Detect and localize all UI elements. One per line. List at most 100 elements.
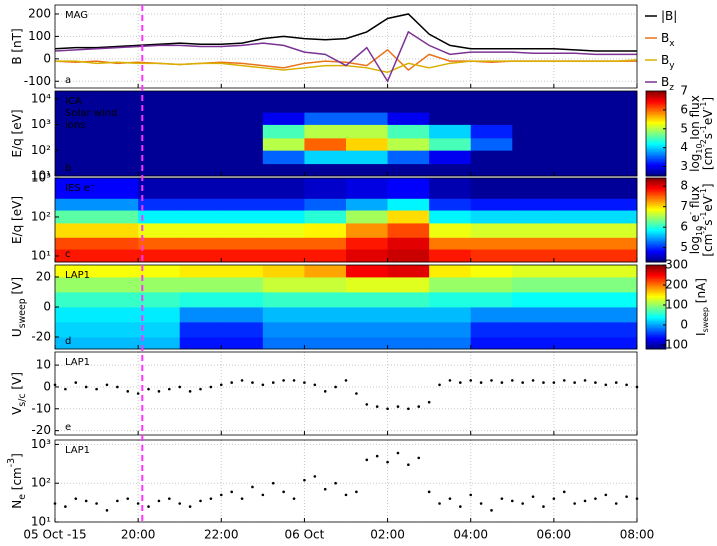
heatmap-cell	[221, 112, 264, 125]
heatmap-cell	[346, 249, 388, 263]
heatmap-cell	[512, 124, 555, 139]
scatter-point	[313, 383, 317, 387]
panel-letter: b	[65, 163, 71, 174]
heatmap-cell	[429, 210, 472, 224]
heatmap-cell	[346, 237, 388, 250]
heatmap-cell	[179, 237, 222, 250]
colorbar-step	[646, 277, 666, 280]
label-part: I	[694, 332, 708, 336]
heatmap-cell	[96, 150, 139, 165]
y-tick-label: 10⁴	[31, 91, 51, 105]
colorbar-step	[646, 347, 666, 350]
label-part: Ion flux	[688, 95, 702, 143]
series-line	[54, 30, 637, 83]
scatter-point	[271, 381, 275, 384]
heatmap-cell	[96, 249, 139, 263]
heatmap-cell	[470, 249, 513, 263]
y-tick-label: 10³	[31, 171, 51, 185]
legend-sub: x	[669, 39, 675, 49]
scatter-point	[157, 499, 161, 503]
colorbar-step	[646, 142, 666, 144]
heatmap-cell	[55, 249, 97, 263]
colorbar-step	[646, 235, 666, 238]
scatter-point	[521, 381, 524, 384]
scatter-point	[334, 385, 337, 389]
heatmap-cell	[55, 163, 97, 177]
colorbar-step	[646, 222, 666, 225]
colorbar-step	[646, 238, 666, 241]
heatmap-cell	[595, 249, 638, 263]
colorbar-step	[646, 229, 666, 232]
scatter-point	[64, 387, 67, 391]
heatmap-cell	[179, 223, 222, 238]
heatmap-cell	[304, 307, 347, 323]
heatmap-cell	[262, 322, 305, 338]
scatter-point	[105, 509, 109, 512]
colorbar-step	[646, 108, 666, 110]
colorbar-label: [cm-2s-1eV-1]	[699, 97, 715, 170]
scatter-point	[531, 379, 535, 382]
scatter-point	[292, 379, 296, 382]
heatmap-cell	[553, 292, 596, 308]
panel-annotation: ICA	[65, 96, 82, 107]
scatter-point	[614, 381, 618, 384]
colorbar-step	[646, 106, 666, 109]
heatmap-cell	[221, 307, 264, 323]
colorbar-step	[646, 314, 666, 316]
scatter-point	[334, 481, 337, 485]
legend-name: |B|	[661, 9, 677, 23]
heatmap-cell	[96, 178, 139, 199]
colorbar-step	[646, 243, 666, 246]
panel-annotation: LAP1	[65, 270, 90, 281]
heatmap-cell	[138, 322, 181, 338]
heatmap-cell	[346, 337, 388, 350]
heatmap-cell	[387, 249, 430, 263]
colorbar-step	[646, 252, 666, 255]
heatmap-cell	[346, 210, 388, 224]
colorbar-step	[646, 245, 666, 248]
heatmap-cell	[179, 277, 222, 293]
heatmap-cell	[470, 178, 513, 199]
scatter-point	[365, 458, 369, 462]
heatmap-cell	[346, 292, 388, 308]
colorbar-tick-label: 7	[680, 199, 688, 213]
colorbar-step	[646, 105, 666, 108]
heatmap-cell	[429, 91, 472, 113]
colorbar-step	[646, 287, 666, 290]
scatter-point	[282, 490, 285, 494]
label-part: [cm	[701, 234, 715, 257]
label-part: ]	[10, 453, 24, 458]
colorbar-step	[646, 257, 666, 260]
heatmap-cell	[138, 124, 181, 139]
colorbar-step	[646, 133, 666, 136]
colorbar-step	[646, 330, 666, 333]
heatmap-cell	[470, 237, 513, 250]
label-part: s	[701, 133, 715, 139]
scatter-point	[438, 502, 441, 505]
heatmap-cell	[138, 163, 181, 177]
colorbar-step	[646, 201, 666, 204]
colorbar-step	[646, 204, 666, 207]
legend-label: Bz	[661, 75, 674, 93]
heatmap-cell	[387, 198, 430, 211]
heatmap-cell	[429, 112, 472, 125]
heatmap-cell	[179, 265, 222, 278]
heatmap-cell	[138, 237, 181, 250]
colorbar-step	[646, 98, 666, 100]
colorbar-tick-label: 0	[680, 318, 688, 332]
colorbar-step	[646, 197, 666, 200]
heatmap-cell	[470, 307, 513, 323]
heatmap-cell	[262, 163, 305, 177]
heatmap-cell	[262, 198, 305, 211]
scatter-point	[147, 505, 150, 508]
colorbar-step	[646, 126, 666, 129]
colorbar-step	[646, 115, 666, 117]
heatmap-cell	[55, 223, 97, 238]
legend-sub: y	[669, 61, 675, 71]
heatmap-cell	[470, 277, 513, 293]
heatmap-cell	[595, 223, 638, 238]
colorbar-step	[646, 117, 666, 120]
scatter-point	[552, 381, 556, 384]
colorbar-step	[646, 143, 666, 146]
colorbar-step	[646, 119, 666, 122]
